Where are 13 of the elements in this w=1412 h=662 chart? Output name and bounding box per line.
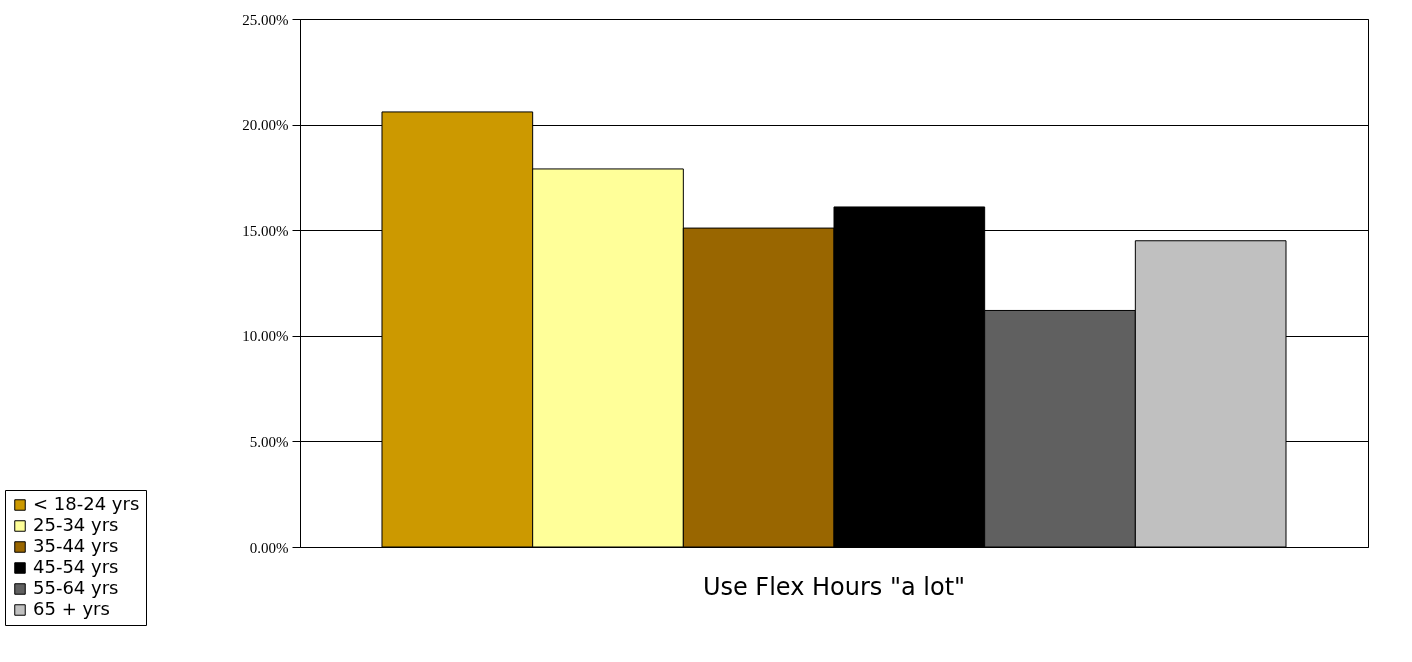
- legend-label: 65 + yrs: [33, 598, 110, 619]
- y-tick-label: 10.00%: [242, 328, 289, 345]
- y-tick-label: 15.00%: [242, 222, 289, 239]
- y-tick-label: 0.00%: [249, 539, 289, 556]
- legend-label: 35-44 yrs: [33, 535, 119, 556]
- legend-label: < 18-24 yrs: [33, 493, 140, 514]
- y-tick-label: 5.00%: [249, 433, 289, 450]
- legend-label: 25-34 yrs: [33, 514, 119, 535]
- legend-label: 45-54 yrs: [33, 556, 119, 577]
- y-tick-label: 25.00%: [242, 11, 289, 28]
- legend-label: 55-64 yrs: [33, 577, 119, 598]
- x-tick-label: Use Flex Hours "a lot": [702, 572, 966, 601]
- y-tick-label: 20.00%: [242, 117, 289, 134]
